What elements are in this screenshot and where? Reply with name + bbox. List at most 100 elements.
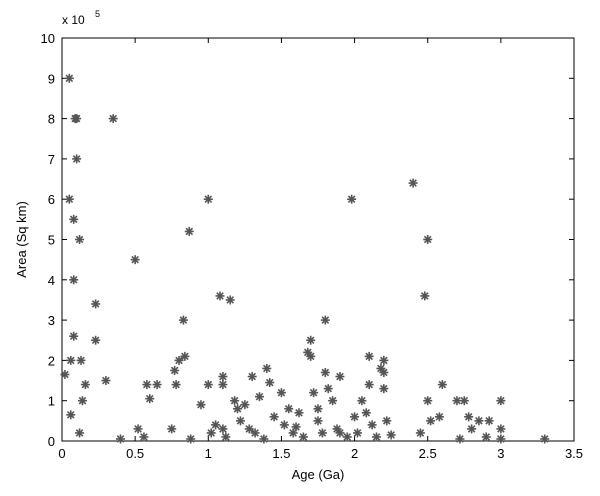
data-point <box>254 392 264 402</box>
y-tick-label: 0 <box>48 434 55 449</box>
data-point <box>309 388 319 398</box>
data-point <box>75 428 85 438</box>
data-point <box>130 255 140 265</box>
data-point <box>69 214 79 224</box>
data-point <box>77 396 87 406</box>
data-point <box>66 410 76 420</box>
x-tick-label: 2 <box>351 446 358 461</box>
data-point <box>225 295 235 305</box>
plot-area <box>61 37 575 442</box>
data-point <box>235 416 245 426</box>
data-point <box>116 434 126 444</box>
data-point <box>386 430 396 440</box>
data-point <box>170 365 180 375</box>
data-point <box>250 428 260 438</box>
data-point <box>474 416 484 426</box>
data-point <box>133 424 143 434</box>
data-point <box>279 420 289 430</box>
data-point <box>178 315 188 325</box>
data-point <box>230 396 240 406</box>
data-point <box>69 331 79 341</box>
data-point <box>313 404 323 414</box>
data-point <box>415 428 425 438</box>
data-point <box>203 194 213 204</box>
x-tick-label: 0 <box>58 446 65 461</box>
data-point <box>306 335 316 345</box>
data-point <box>423 396 433 406</box>
data-point <box>206 428 216 438</box>
y-tick-label: 1 <box>48 394 55 409</box>
data-point <box>269 412 279 422</box>
data-point <box>91 299 101 309</box>
data-point <box>335 428 345 438</box>
data-point <box>420 291 430 301</box>
data-point <box>240 400 250 410</box>
data-point <box>481 432 491 442</box>
data-point <box>367 420 377 430</box>
data-point <box>142 380 152 390</box>
data-point <box>306 351 316 361</box>
data-point <box>382 416 392 426</box>
data-point <box>484 416 494 426</box>
data-point <box>350 412 360 422</box>
data-point <box>335 372 345 382</box>
data-point <box>284 404 294 414</box>
data-point <box>211 420 221 430</box>
data-point <box>215 291 225 301</box>
ticks-layer: 0 0.5 1 1.5 2 2.5 3 3.5 0 1 2 3 4 5 6 7 8 9 10 <box>41 31 584 461</box>
data-point <box>66 355 76 365</box>
data-point <box>313 416 323 426</box>
data-point <box>184 226 194 236</box>
data-point <box>218 424 228 434</box>
x-tick-label: 3.5 <box>565 446 583 461</box>
data-point <box>145 394 155 404</box>
data-point <box>342 432 352 442</box>
data-point <box>247 372 257 382</box>
points-layer <box>60 73 550 444</box>
data-point <box>320 315 330 325</box>
data-point <box>72 114 82 124</box>
data-point <box>108 114 118 124</box>
data-point <box>291 422 301 432</box>
data-point <box>180 351 190 361</box>
data-point <box>352 428 362 438</box>
data-point <box>423 235 433 244</box>
data-point <box>317 428 327 438</box>
data-point <box>459 396 469 406</box>
x-tick-label: 2.5 <box>419 446 437 461</box>
data-point <box>221 432 231 442</box>
data-point <box>379 384 389 394</box>
data-point <box>174 355 184 365</box>
data-point <box>262 363 272 373</box>
data-point <box>464 412 474 422</box>
data-point <box>276 388 286 398</box>
y-tick-label: 10 <box>41 31 55 46</box>
data-point <box>379 367 389 377</box>
data-point <box>298 432 308 442</box>
data-point <box>320 367 330 377</box>
data-point <box>69 275 79 285</box>
x-axis-label: Age (Ga) <box>292 467 345 482</box>
data-point <box>76 355 86 365</box>
data-point <box>361 408 371 418</box>
data-point <box>426 416 436 426</box>
data-point <box>80 380 90 390</box>
y-tick-label: 5 <box>48 233 55 248</box>
data-point <box>64 73 74 83</box>
data-point <box>379 355 389 365</box>
data-point <box>294 408 304 418</box>
data-point <box>60 370 70 380</box>
data-point <box>259 434 269 444</box>
data-point <box>64 194 74 204</box>
y-tick-label: 4 <box>48 273 55 288</box>
data-point <box>496 396 506 406</box>
data-point <box>328 396 338 406</box>
y-tick-label: 9 <box>48 71 55 86</box>
data-point <box>233 404 243 414</box>
data-point <box>72 154 82 164</box>
x-tick-label: 0.5 <box>126 446 144 461</box>
data-point <box>244 424 254 434</box>
data-point <box>218 372 228 382</box>
data-point <box>467 424 477 434</box>
data-point <box>496 434 506 444</box>
